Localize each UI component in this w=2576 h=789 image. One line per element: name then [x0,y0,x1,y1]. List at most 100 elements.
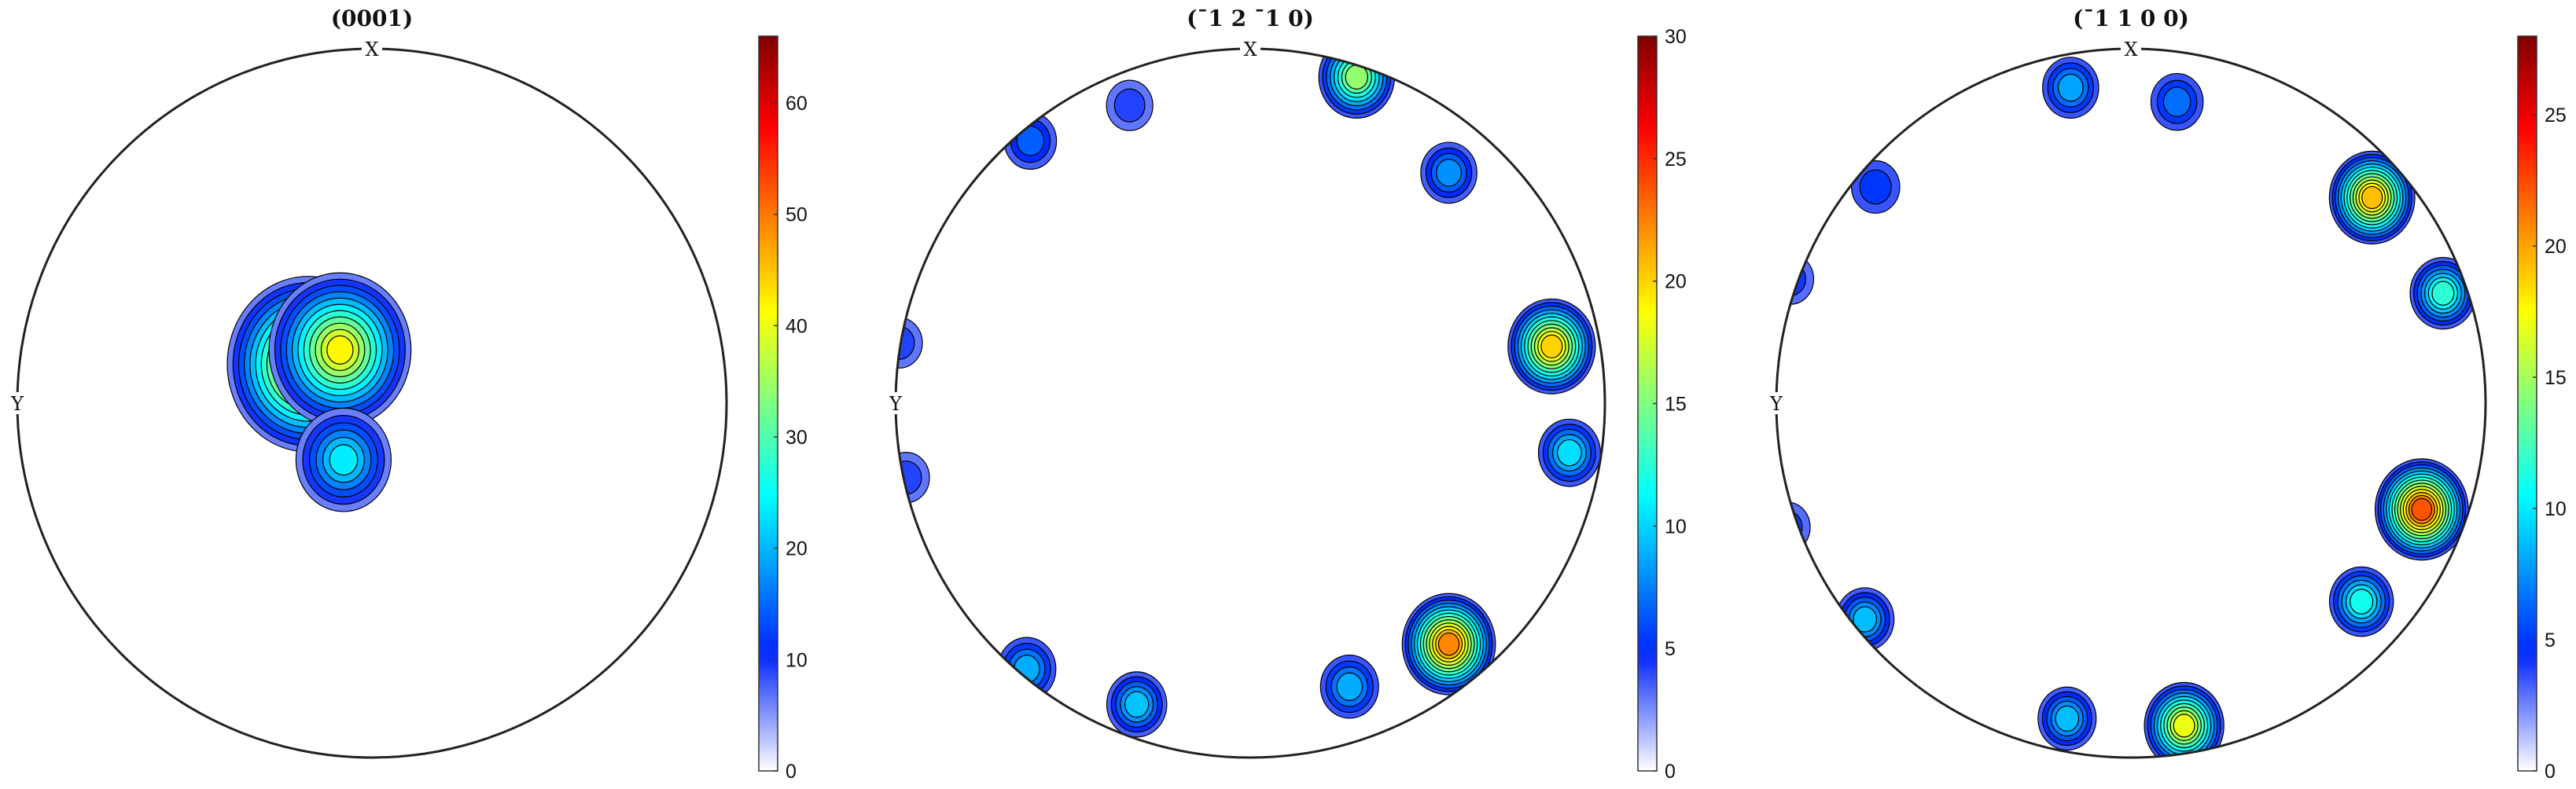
colorbar-tick-label: 20 [786,538,808,560]
contour-level [2173,714,2195,738]
colorbar: 0 10 20 30 40 50 60 [758,35,808,783]
colorbar-tick-label: 20 [1665,271,1687,293]
x-axis-label: X [365,39,378,61]
density-peak-2 [268,272,412,428]
contour-level [1557,439,1582,467]
colorbar-tick-label: 15 [2545,367,2567,389]
colorbar-tick-label: 60 [786,93,808,115]
colorbar-tick-label: 40 [786,315,808,337]
colorbar-tick-label: 10 [2545,498,2567,520]
colorbar: 0 5 10 15 20 25 [2517,35,2567,783]
pole-figure-2: (¯1 2 ¯1 0) X Y 0 5 10 15 20 25 30 [885,6,1687,783]
density-peak-8 [2042,57,2099,119]
density-peak-4 [2328,566,2394,637]
density-peak-6 [2037,686,2097,751]
contour-level [1540,334,1563,359]
contour-level [1436,159,1462,187]
contour-level [1113,88,1146,123]
contour-level [326,335,354,365]
x-label-backing [362,39,382,60]
contour-level [1776,262,1806,296]
density-peak-5 [2144,681,2225,758]
contour-level [1124,691,1150,718]
x-axis-label: X [2124,39,2137,61]
density-peak-1 [2328,150,2416,245]
density-peak-3 [295,407,392,512]
x-label-backing [2121,39,2141,60]
y-label-backing [7,392,28,414]
contour-level [2055,705,2080,732]
density-peak-6 [1319,655,1379,719]
y-axis-label: Y [889,393,903,415]
y-axis-label: Y [1769,393,1783,415]
density-peak-11 [1776,501,1811,553]
density-peak-11 [1516,79,1566,133]
contour-level [2411,497,2433,521]
contour-level [2431,281,2455,306]
contour-level [1859,169,1892,205]
colorbar-tick-label: 15 [1665,394,1687,416]
colorbar-tick-label: 25 [2545,105,2567,127]
colorbar-gradient [2517,35,2537,772]
contour-level [2350,589,2374,615]
density-peak-10 [1850,160,1901,214]
density-peak-3 [2374,458,2469,561]
colorbar-tick-label: 5 [2545,629,2556,651]
pole-figure-title: (0001) [331,6,413,31]
density-peak-13 [896,452,930,504]
y-label-backing [885,392,906,414]
colorbar-tick-label: 0 [786,761,797,783]
density-peak-5 [1401,593,1496,695]
y-axis-label: Y [10,393,24,415]
density-peak-3 [1507,298,1596,394]
colorbar-tick-label: 10 [1665,516,1687,538]
colorbar-tick-label: 0 [1665,761,1676,783]
pole-figure-title: (¯1 1 0 0) [2073,6,2189,31]
colorbar-tick-label: 50 [786,204,808,226]
contour-level [1776,501,1811,553]
density-peak-1 [1318,49,1396,119]
colorbar-tick-label: 0 [2545,761,2556,783]
contour-layer [896,49,1601,738]
colorbar-tick-label: 30 [786,427,808,449]
contour-layer [226,272,412,512]
pole-figure-title: (¯1 2 ¯1 0) [1187,6,1314,31]
contour-level [1525,87,1558,123]
density-peak-4 [1537,418,1601,487]
x-label-backing [1240,39,1260,60]
colorbar-tick-label: 5 [1665,638,1676,660]
contour-level [2420,102,2452,137]
colorbar-tick-label: 10 [786,649,808,671]
density-peak-9 [2150,72,2204,131]
contour-level [1853,606,1878,633]
contour-level [2361,185,2383,210]
colorbar: 0 5 10 15 20 25 30 [1637,26,1687,783]
contour-level [1336,672,1363,701]
pole-figure-3: (¯1 1 0 0) X Y 0 5 10 15 20 25 [1766,6,2567,783]
contour-level [1437,632,1460,656]
density-peak-7 [1835,587,1895,651]
density-peak-8 [997,637,1057,701]
density-peak-10 [1106,79,1154,131]
contour-layer [1776,57,2477,758]
contour-level [2057,73,2084,102]
density-peak-13 [2412,94,2460,145]
density-peak-2 [1420,141,1478,204]
contour-level [1516,79,1566,133]
contour-level [1016,125,1045,156]
colorbar-tick-label: 30 [1665,26,1687,48]
colorbar-tick-label: 20 [2545,236,2567,258]
y-label-backing [1766,392,1787,414]
contour-level [2412,94,2460,145]
contour-level [329,444,359,476]
colorbar-gradient [758,35,778,772]
density-peak-7 [1106,671,1168,738]
colorbar-tick-label: 25 [1665,149,1687,171]
x-axis-label: X [1243,39,1257,61]
contour-level [2162,86,2191,117]
pole-figure-1: (0001) X Y 0 10 20 30 40 50 60 [7,6,808,783]
density-peak-2 [2409,257,2477,330]
pole-figure-circle [894,47,1606,759]
